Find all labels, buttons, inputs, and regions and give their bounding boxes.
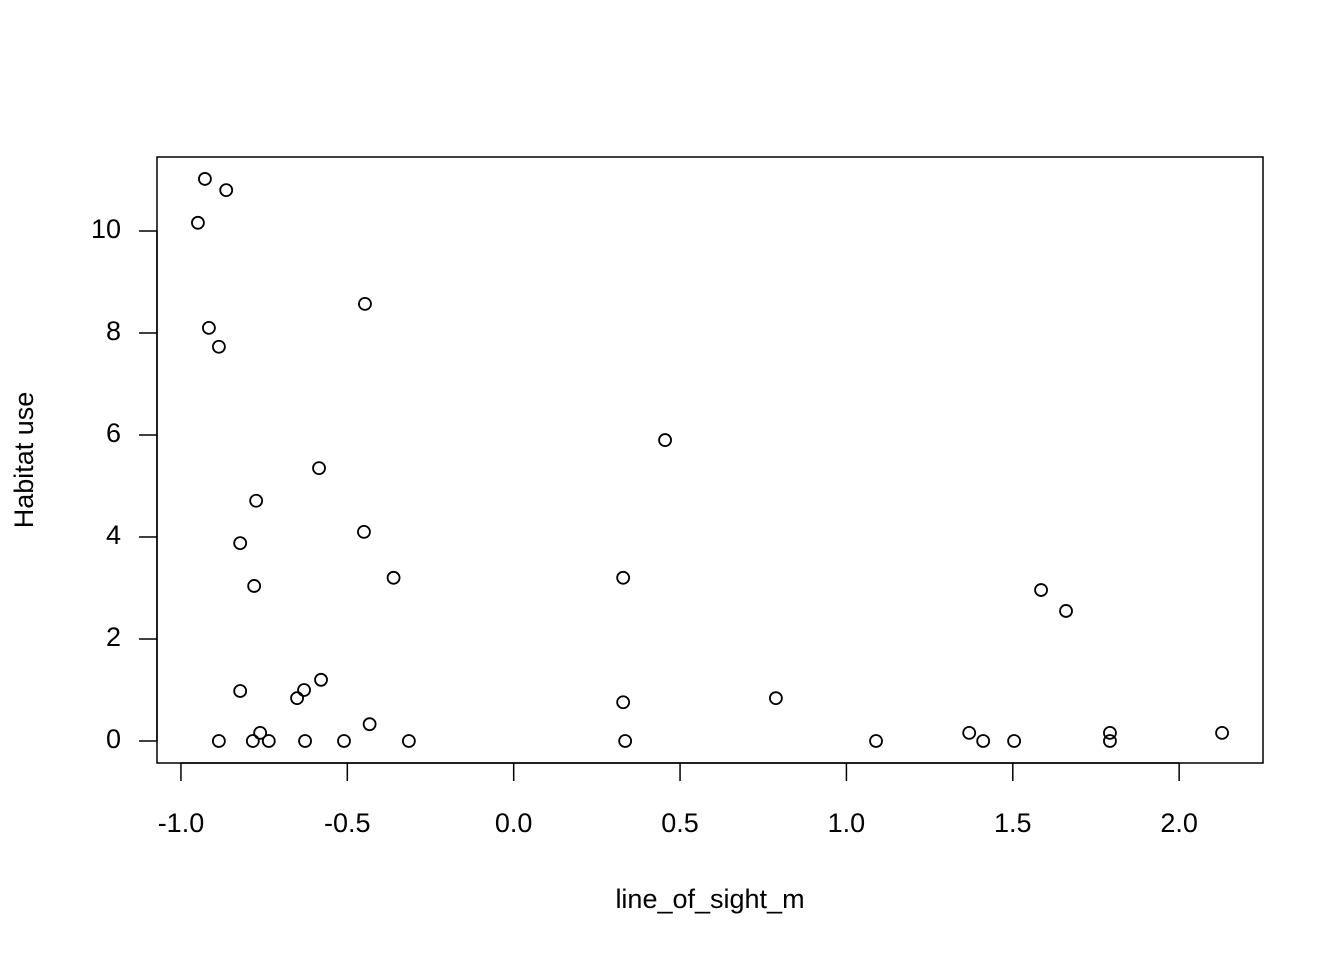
point [618, 734, 633, 748]
point [1215, 725, 1229, 740]
point [297, 683, 311, 697]
y-axis-label: Habitat use [9, 392, 39, 529]
point [768, 691, 783, 706]
point [247, 579, 262, 593]
y-tick-label: 4 [106, 520, 121, 550]
point [233, 536, 248, 551]
point [298, 734, 312, 748]
point [976, 734, 991, 748]
point [962, 725, 977, 740]
x-axis-label: line_of_sight_m [615, 884, 804, 914]
point [337, 734, 351, 748]
x-tick-label: 2.0 [1160, 808, 1198, 838]
x-tick-label: 1.5 [994, 808, 1032, 838]
point [658, 433, 672, 447]
x-tick-label: -1.0 [158, 808, 205, 838]
point [245, 734, 260, 748]
point [1103, 734, 1117, 748]
y-tick-label: 0 [106, 724, 121, 754]
point [261, 734, 276, 748]
point [211, 734, 226, 748]
point [362, 717, 377, 732]
x-tick-label: 0.0 [495, 808, 533, 838]
point [219, 183, 234, 198]
point [211, 339, 226, 354]
point [314, 672, 328, 687]
y-tick-label: 6 [106, 418, 121, 448]
point [869, 734, 883, 748]
point [198, 172, 212, 186]
point [386, 570, 401, 585]
x-tick-label: -0.5 [324, 808, 371, 838]
x-tick-label: 1.0 [828, 808, 866, 838]
point [616, 570, 631, 585]
point [233, 684, 248, 698]
point [1103, 725, 1117, 740]
point [312, 461, 326, 476]
point [616, 695, 631, 710]
point [1007, 734, 1022, 748]
point [202, 320, 216, 335]
y-tick-label: 8 [106, 316, 121, 346]
point [1059, 604, 1073, 618]
point [1034, 583, 1048, 597]
point [249, 493, 264, 508]
point [191, 215, 205, 230]
point [357, 524, 371, 539]
point [401, 734, 416, 748]
point [358, 296, 372, 311]
y-tick-label: 2 [106, 622, 121, 652]
plot-frame [156, 156, 1264, 764]
x-tick-label: 0.5 [661, 808, 699, 838]
point [290, 691, 304, 706]
y-tick-label: 10 [91, 214, 121, 244]
point [253, 725, 268, 740]
